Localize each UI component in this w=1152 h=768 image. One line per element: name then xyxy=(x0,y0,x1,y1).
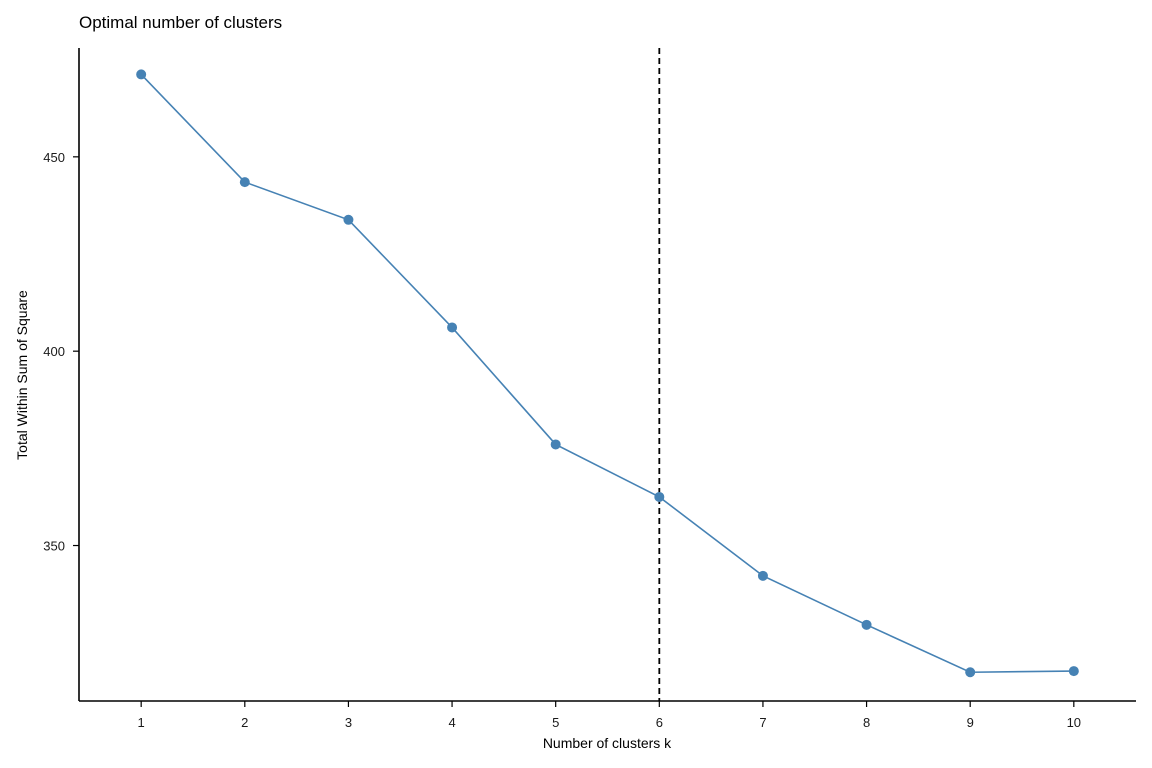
x-tick-label: 5 xyxy=(552,715,559,730)
x-tick-label: 10 xyxy=(1067,715,1081,730)
x-tick-label: 2 xyxy=(241,715,248,730)
data-point-k1 xyxy=(136,69,147,80)
y-tick-label: 450 xyxy=(43,150,65,165)
data-point-k10 xyxy=(1068,666,1079,677)
y-tick-label: 350 xyxy=(43,539,65,554)
x-tick-label: 4 xyxy=(448,715,455,730)
data-point-k3 xyxy=(343,214,354,225)
data-point-k9 xyxy=(965,667,976,678)
y-axis-ticks: 350 400 450 xyxy=(43,150,79,554)
x-axis-ticks: 1 2 3 4 5 6 7 8 9 10 xyxy=(138,701,1081,730)
chart-title: Optimal number of clusters xyxy=(79,13,282,32)
data-point-k7 xyxy=(757,570,768,581)
x-tick-label: 3 xyxy=(345,715,352,730)
x-tick-label: 7 xyxy=(759,715,766,730)
data-point-k8 xyxy=(861,619,872,630)
data-point-k2 xyxy=(239,177,250,188)
x-tick-label: 9 xyxy=(967,715,974,730)
x-axis-label: Number of clusters k xyxy=(543,735,672,751)
y-axis-label: Total Within Sum of Square xyxy=(14,290,30,460)
x-tick-label: 8 xyxy=(863,715,870,730)
data-point-k6 xyxy=(654,491,665,502)
y-tick-label: 400 xyxy=(43,344,65,359)
x-tick-label: 1 xyxy=(138,715,145,730)
series-line xyxy=(140,73,1074,674)
plot-area xyxy=(136,48,1079,701)
data-point-k4 xyxy=(447,322,458,333)
data-point-k5 xyxy=(550,439,561,450)
x-tick-label: 6 xyxy=(656,715,663,730)
